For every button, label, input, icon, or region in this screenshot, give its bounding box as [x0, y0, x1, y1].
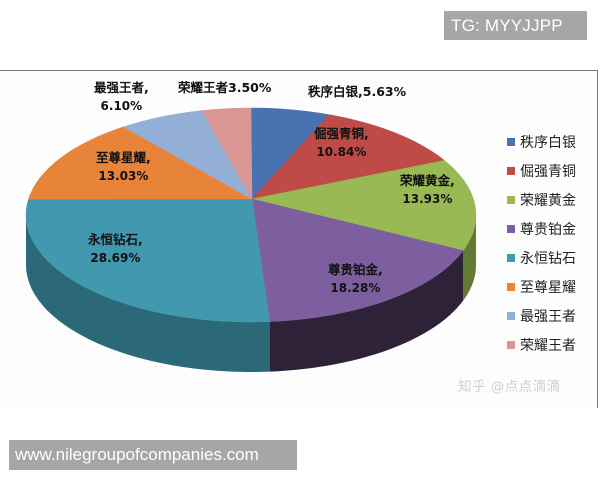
tg-watermark-badge: TG: MYYJJPP — [444, 11, 587, 40]
legend-item: 永恒钻石 — [507, 243, 576, 272]
site-watermark-badge: www.nilegroupofcompanies.com — [9, 440, 297, 470]
legend-swatch-icon — [507, 195, 515, 204]
pie-slice-5 — [28, 126, 253, 200]
pie-slice-7 — [201, 107, 253, 200]
legend-item: 荣耀王者 — [507, 330, 576, 359]
label-diamond: 永恒钻石, 28.69% — [88, 232, 143, 265]
chart-frame: 秩序白银,5.63% 倔强青铜, 10.84% 荣耀黄金, 13.93% 尊贵铂… — [0, 70, 598, 408]
legend-item: 秩序白银 — [507, 127, 576, 156]
pie-slice-3 — [251, 198, 464, 322]
zhihu-watermark: 知乎 @点点滴滴 — [458, 379, 561, 395]
label-platinum: 尊贵铂金, 18.28% — [328, 262, 383, 295]
label-starshine: 至尊星耀, 13.03% — [96, 150, 151, 183]
pie-side-4 — [26, 215, 270, 372]
legend-swatch-icon — [507, 224, 515, 233]
legend-swatch-icon — [507, 340, 515, 349]
legend-swatch-icon — [507, 282, 515, 291]
label-king: 最强王者, 6.10% — [94, 80, 149, 113]
legend-item: 尊贵铂金 — [507, 214, 576, 243]
legend-swatch-icon — [507, 311, 515, 320]
legend-swatch-icon — [507, 166, 515, 175]
label-bronze: 倔强青铜, 10.84% — [314, 126, 369, 159]
pie-side-2 — [463, 215, 476, 301]
label-gold: 荣耀黄金, 13.93% — [400, 173, 455, 206]
legend-swatch-icon — [507, 137, 515, 146]
pie-slice-1 — [251, 114, 446, 200]
pie-slice-6 — [122, 110, 253, 200]
label-silver: 秩序白银,5.63% — [308, 84, 407, 99]
pie-slice-4 — [25, 198, 270, 323]
label-glory-king: 荣耀王者3.50% — [178, 80, 272, 95]
legend-item: 至尊星耀 — [507, 272, 576, 301]
chart-legend: 秩序白银 倔强青铜 荣耀黄金 尊贵铂金 永恒钻石 至尊星耀 最强王者 荣耀王者 — [507, 127, 576, 359]
legend-swatch-icon — [507, 253, 515, 262]
pie-chart-3d — [25, 107, 477, 372]
legend-item: 荣耀黄金 — [507, 185, 576, 214]
pie-side-3 — [269, 250, 464, 372]
pie-slice-0 — [250, 107, 330, 200]
legend-item: 最强王者 — [507, 301, 576, 330]
legend-item: 倔强青铜 — [507, 156, 576, 185]
pie-slice-2 — [251, 160, 477, 251]
